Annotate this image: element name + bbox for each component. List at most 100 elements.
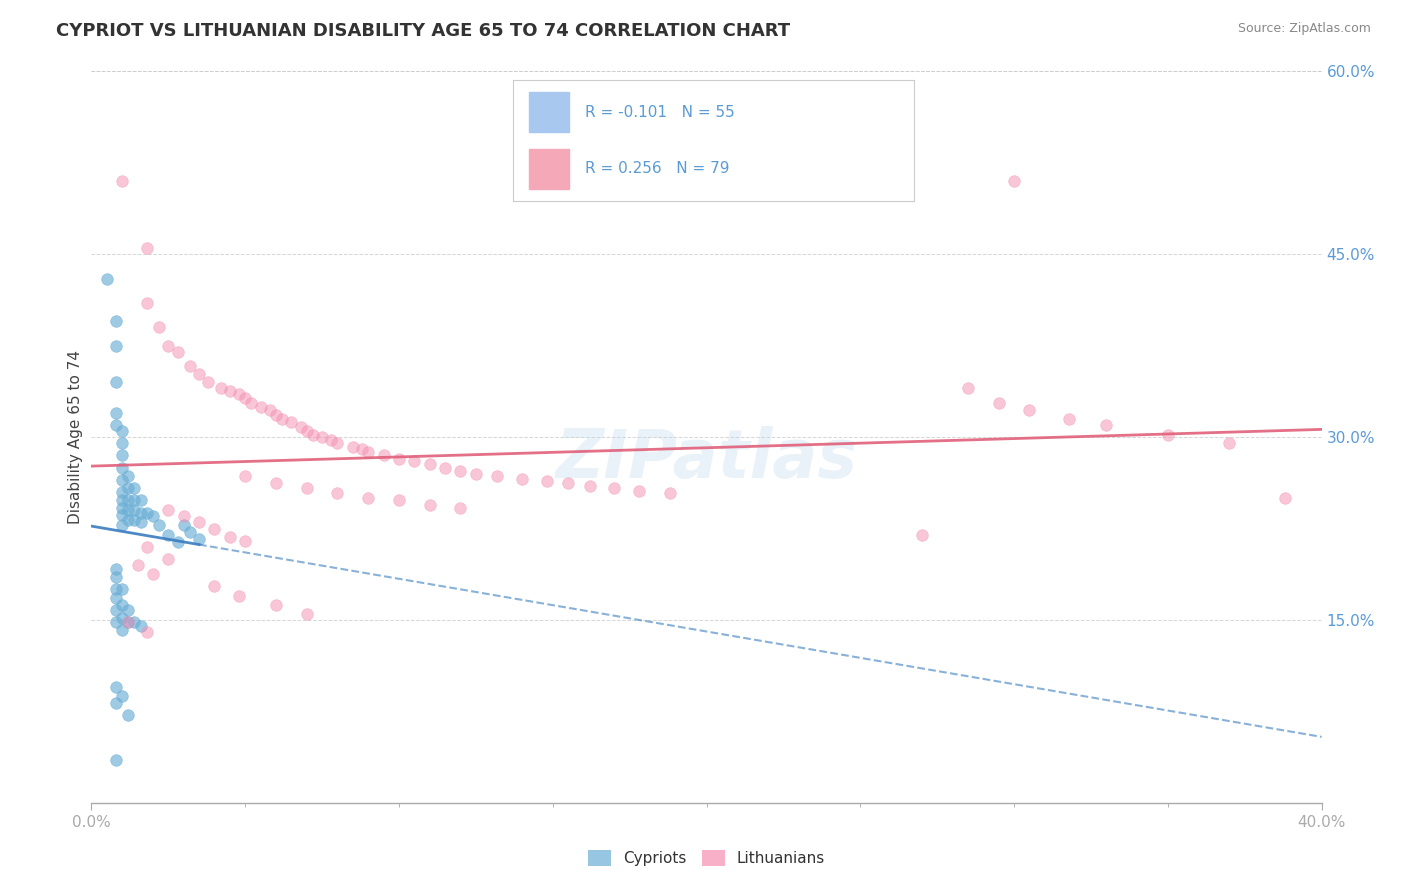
- Point: [117, 513, 139, 527]
- Point: [111, 436, 134, 450]
- Point: [202, 521, 225, 535]
- Point: [233, 469, 256, 483]
- Point: [911, 527, 934, 541]
- Point: [536, 474, 558, 488]
- Point: [105, 406, 127, 420]
- Point: [111, 623, 134, 637]
- Text: Source: ZipAtlas.com: Source: ZipAtlas.com: [1237, 22, 1371, 36]
- Point: [449, 464, 471, 478]
- Point: [627, 483, 650, 498]
- Point: [157, 552, 180, 566]
- Point: [419, 457, 441, 471]
- Point: [1059, 412, 1081, 426]
- Point: [129, 506, 152, 520]
- Point: [434, 460, 457, 475]
- Bar: [529, 93, 569, 132]
- Point: [111, 582, 134, 597]
- Bar: [529, 149, 569, 188]
- Point: [135, 506, 157, 520]
- Point: [157, 503, 180, 517]
- Point: [111, 460, 134, 475]
- Point: [96, 271, 118, 285]
- Point: [419, 499, 441, 513]
- Point: [127, 558, 149, 573]
- Point: [188, 533, 211, 547]
- Point: [249, 400, 271, 414]
- Point: [105, 570, 127, 584]
- Point: [117, 481, 139, 495]
- Point: [129, 493, 152, 508]
- Point: [105, 591, 127, 605]
- Point: [1274, 491, 1296, 505]
- Point: [105, 376, 127, 390]
- Point: [280, 416, 302, 430]
- Point: [228, 387, 250, 401]
- Point: [105, 603, 127, 617]
- Point: [124, 503, 146, 517]
- Point: [105, 615, 127, 630]
- Point: [295, 481, 318, 495]
- Point: [510, 471, 533, 485]
- Point: [111, 508, 134, 522]
- Point: [111, 610, 134, 624]
- Point: [111, 689, 134, 703]
- Point: [111, 500, 134, 515]
- Point: [373, 449, 395, 463]
- Point: [117, 493, 139, 508]
- Point: [233, 533, 256, 548]
- Point: [1157, 427, 1180, 442]
- Point: [290, 420, 312, 434]
- Point: [142, 566, 165, 581]
- Point: [135, 540, 157, 554]
- Point: [233, 391, 256, 405]
- Point: [179, 525, 201, 540]
- Point: [240, 396, 263, 410]
- Point: [111, 174, 134, 188]
- Point: [157, 527, 180, 541]
- Point: [357, 444, 380, 458]
- Point: [449, 500, 471, 515]
- Point: [135, 296, 157, 310]
- Point: [105, 338, 127, 352]
- Point: [135, 625, 157, 640]
- Point: [124, 615, 146, 630]
- Point: [1018, 403, 1040, 417]
- Point: [111, 517, 134, 532]
- Point: [111, 473, 134, 487]
- Point: [658, 486, 681, 500]
- Point: [166, 535, 188, 549]
- Point: [124, 481, 146, 495]
- Point: [105, 696, 127, 710]
- Point: [173, 509, 195, 524]
- Point: [557, 476, 579, 491]
- Point: [148, 320, 170, 334]
- Point: [148, 517, 170, 532]
- Point: [197, 376, 219, 390]
- Point: [1218, 436, 1240, 450]
- Point: [111, 424, 134, 438]
- Point: [228, 589, 250, 603]
- Point: [342, 440, 364, 454]
- Point: [111, 449, 134, 463]
- Point: [326, 436, 349, 450]
- Point: [295, 607, 318, 621]
- Point: [1002, 174, 1025, 188]
- Text: CYPRIOT VS LITHUANIAN DISABILITY AGE 65 TO 74 CORRELATION CHART: CYPRIOT VS LITHUANIAN DISABILITY AGE 65 …: [56, 22, 790, 40]
- Text: R = -0.101   N = 55: R = -0.101 N = 55: [585, 105, 735, 120]
- Point: [202, 579, 225, 593]
- Legend: Cypriots, Lithuanians: Cypriots, Lithuanians: [582, 844, 831, 872]
- Point: [124, 493, 146, 508]
- Point: [209, 381, 232, 395]
- Point: [179, 359, 201, 374]
- Point: [105, 753, 127, 767]
- Point: [295, 424, 318, 438]
- Y-axis label: Disability Age 65 to 74: Disability Age 65 to 74: [67, 350, 83, 524]
- Point: [142, 509, 165, 524]
- Point: [129, 516, 152, 530]
- Point: [105, 314, 127, 328]
- Point: [188, 516, 211, 530]
- Point: [105, 582, 127, 597]
- Point: [326, 486, 349, 500]
- Point: [350, 442, 373, 457]
- Point: [124, 513, 146, 527]
